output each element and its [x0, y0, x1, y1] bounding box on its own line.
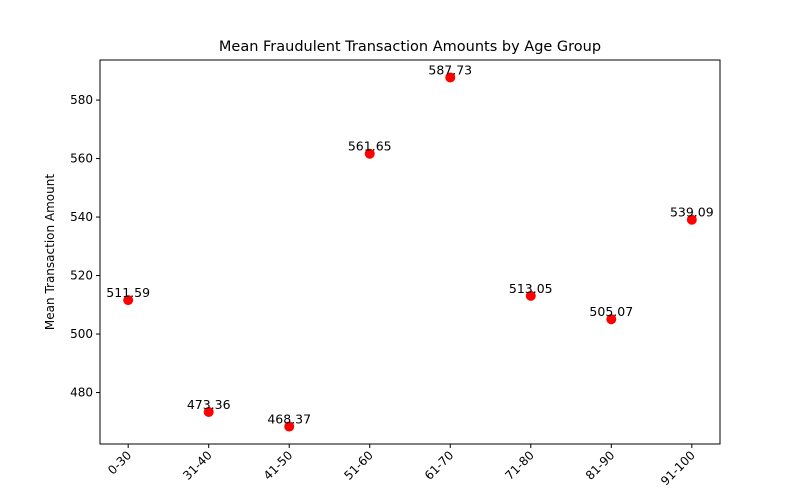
y-tick-label: 520	[70, 269, 93, 283]
y-tick-label: 500	[70, 327, 93, 341]
y-tick-label: 540	[70, 210, 93, 224]
chart-title: Mean Fraudulent Transaction Amounts by A…	[219, 39, 601, 55]
x-axis: 0-30 31-40 41-50 51-60 61-70 71-80 81-90 91-100	[105, 444, 698, 488]
y-tick-label: 560	[70, 152, 93, 166]
x-tick-label: 61-70	[422, 448, 457, 483]
data-label: 468.37	[267, 412, 311, 427]
x-tick-label: 51-60	[341, 448, 376, 483]
x-tick-label: 91-100	[658, 448, 698, 488]
data-point	[364, 148, 375, 159]
data-point	[445, 72, 456, 83]
data-point	[284, 421, 295, 432]
data-points	[123, 72, 697, 432]
x-tick-label: 31-40	[180, 448, 215, 483]
data-label: 513.05	[509, 281, 553, 296]
y-tick-label: 580	[70, 93, 93, 107]
data-point	[686, 214, 697, 225]
data-label: 473.36	[187, 397, 231, 412]
data-label: 561.65	[348, 139, 392, 154]
data-label: 511.59	[106, 285, 150, 300]
x-tick-label: 0-30	[105, 448, 134, 477]
data-label: 505.07	[589, 304, 633, 319]
data-point	[525, 290, 536, 301]
x-tick-label: 41-50	[261, 448, 296, 483]
data-label: 539.09	[670, 205, 714, 220]
y-axis-label: Mean Transaction Amount	[43, 174, 57, 330]
data-point	[203, 406, 214, 417]
data-point	[606, 314, 617, 325]
x-tick-label: 81-90	[583, 448, 618, 483]
y-tick-label: 480	[70, 386, 93, 400]
data-point	[123, 295, 134, 306]
plot-frame	[99, 59, 721, 445]
y-axis: 480 500 520 540 560 580	[70, 93, 100, 400]
data-label: 587.73	[428, 62, 472, 77]
x-tick-label: 71-80	[502, 448, 537, 483]
data-labels: 511.59 473.36 468.37 561.65 587.73 513.05 505.…	[106, 62, 713, 426]
